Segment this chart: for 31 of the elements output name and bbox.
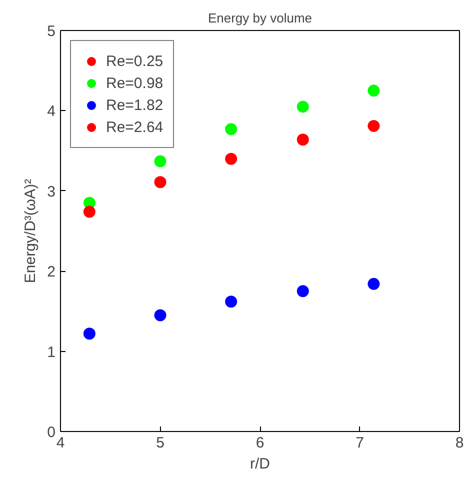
- y-axis-title: Energy/D³(ωA)²: [22, 178, 40, 284]
- point: [154, 309, 166, 322]
- point: [296, 285, 309, 298]
- point: [296, 134, 309, 146]
- legend-label: Re=0.98: [106, 74, 164, 92]
- x-axis-title: r/D: [250, 456, 270, 472]
- x-tick-label: 7: [356, 434, 364, 452]
- point: [368, 278, 380, 290]
- x-tick-label: 6: [256, 434, 264, 452]
- point: [225, 296, 238, 308]
- y-tick-label: 0: [47, 424, 56, 441]
- point: [154, 176, 166, 188]
- legend-label: Re=1.82: [106, 96, 164, 114]
- y-tick-label: 5: [47, 23, 56, 40]
- legend-label: Re=0.25: [106, 52, 164, 70]
- point: [154, 155, 166, 168]
- y-tick-label: 2: [47, 264, 56, 281]
- x-tick-label: 8: [455, 434, 464, 452]
- x-tick-label: 5: [156, 434, 164, 452]
- point: [368, 120, 380, 132]
- chart-title: Energy by volume: [208, 10, 312, 26]
- legend-label: Re=2.64: [106, 118, 164, 136]
- point: [368, 84, 380, 97]
- point: [225, 152, 238, 165]
- point: [83, 328, 96, 340]
- point: [83, 206, 96, 218]
- point: [296, 100, 309, 113]
- y-tick-label: 1: [47, 344, 56, 361]
- y-tick-label: 4: [47, 103, 56, 120]
- point: [225, 123, 238, 136]
- y-tick-label: 3: [47, 183, 56, 200]
